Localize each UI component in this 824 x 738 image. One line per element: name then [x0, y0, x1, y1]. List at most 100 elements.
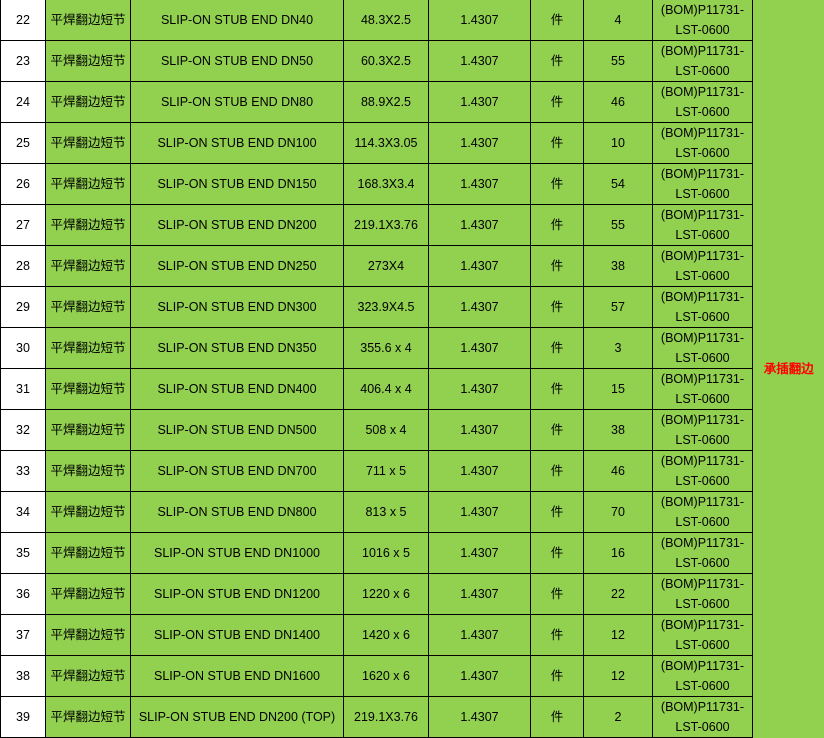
item-name-cell[interactable]: 平焊翻边短节 [46, 697, 131, 738]
material-cell[interactable]: 1.4307 [429, 615, 531, 656]
bom-reference-cell[interactable]: (BOM)P11731-LST-0600 [653, 246, 753, 287]
quantity-cell[interactable]: 3 [584, 328, 653, 369]
row-number-cell[interactable]: 22 [1, 0, 46, 41]
bom-reference-cell[interactable]: (BOM)P11731-LST-0600 [653, 615, 753, 656]
item-name-cell[interactable]: 平焊翻边短节 [46, 123, 131, 164]
material-cell[interactable]: 1.4307 [429, 82, 531, 123]
quantity-cell[interactable]: 70 [584, 492, 653, 533]
quantity-cell[interactable]: 46 [584, 451, 653, 492]
quantity-cell[interactable]: 46 [584, 82, 653, 123]
remark-cell[interactable]: 承插翻边 [753, 0, 824, 738]
item-name-cell[interactable]: 平焊翻边短节 [46, 656, 131, 697]
size-cell[interactable]: 219.1X3.76 [344, 697, 429, 738]
item-name-cell[interactable]: 平焊翻边短节 [46, 533, 131, 574]
material-cell[interactable]: 1.4307 [429, 164, 531, 205]
bom-reference-cell[interactable]: (BOM)P11731-LST-0600 [653, 451, 753, 492]
item-name-cell[interactable]: 平焊翻边短节 [46, 451, 131, 492]
size-cell[interactable]: 1016 x 5 [344, 533, 429, 574]
size-cell[interactable]: 60.3X2.5 [344, 41, 429, 82]
size-cell[interactable]: 1620 x 6 [344, 656, 429, 697]
size-cell[interactable]: 48.3X2.5 [344, 0, 429, 41]
size-cell[interactable]: 406.4 x 4 [344, 369, 429, 410]
description-cell[interactable]: SLIP-ON STUB END DN1400 [131, 615, 344, 656]
description-cell[interactable]: SLIP-ON STUB END DN800 [131, 492, 344, 533]
bom-reference-cell[interactable]: (BOM)P11731-LST-0600 [653, 164, 753, 205]
quantity-cell[interactable]: 38 [584, 410, 653, 451]
unit-cell[interactable]: 件 [531, 82, 584, 123]
quantity-cell[interactable]: 4 [584, 0, 653, 41]
quantity-cell[interactable]: 55 [584, 41, 653, 82]
size-cell[interactable]: 1220 x 6 [344, 574, 429, 615]
description-cell[interactable]: SLIP-ON STUB END DN350 [131, 328, 344, 369]
material-cell[interactable]: 1.4307 [429, 697, 531, 738]
quantity-cell[interactable]: 2 [584, 697, 653, 738]
bom-reference-cell[interactable]: (BOM)P11731-LST-0600 [653, 574, 753, 615]
description-cell[interactable]: SLIP-ON STUB END DN80 [131, 82, 344, 123]
unit-cell[interactable]: 件 [531, 410, 584, 451]
description-cell[interactable]: SLIP-ON STUB END DN1200 [131, 574, 344, 615]
item-name-cell[interactable]: 平焊翻边短节 [46, 246, 131, 287]
item-name-cell[interactable]: 平焊翻边短节 [46, 205, 131, 246]
bom-reference-cell[interactable]: (BOM)P11731-LST-0600 [653, 492, 753, 533]
bom-reference-cell[interactable]: (BOM)P11731-LST-0600 [653, 287, 753, 328]
description-cell[interactable]: SLIP-ON STUB END DN400 [131, 369, 344, 410]
material-cell[interactable]: 1.4307 [429, 328, 531, 369]
quantity-cell[interactable]: 16 [584, 533, 653, 574]
size-cell[interactable]: 273X4 [344, 246, 429, 287]
unit-cell[interactable]: 件 [531, 164, 584, 205]
material-cell[interactable]: 1.4307 [429, 451, 531, 492]
size-cell[interactable]: 711 x 5 [344, 451, 429, 492]
item-name-cell[interactable]: 平焊翻边短节 [46, 492, 131, 533]
row-number-cell[interactable]: 35 [1, 533, 46, 574]
item-name-cell[interactable]: 平焊翻边短节 [46, 328, 131, 369]
material-cell[interactable]: 1.4307 [429, 369, 531, 410]
bom-reference-cell[interactable]: (BOM)P11731-LST-0600 [653, 41, 753, 82]
row-number-cell[interactable]: 32 [1, 410, 46, 451]
description-cell[interactable]: SLIP-ON STUB END DN700 [131, 451, 344, 492]
row-number-cell[interactable]: 38 [1, 656, 46, 697]
description-cell[interactable]: SLIP-ON STUB END DN1600 [131, 656, 344, 697]
bom-reference-cell[interactable]: (BOM)P11731-LST-0600 [653, 410, 753, 451]
bom-reference-cell[interactable]: (BOM)P11731-LST-0600 [653, 328, 753, 369]
material-cell[interactable]: 1.4307 [429, 574, 531, 615]
row-number-cell[interactable]: 27 [1, 205, 46, 246]
description-cell[interactable]: SLIP-ON STUB END DN150 [131, 164, 344, 205]
description-cell[interactable]: SLIP-ON STUB END DN200 (TOP) [131, 697, 344, 738]
quantity-cell[interactable]: 55 [584, 205, 653, 246]
unit-cell[interactable]: 件 [531, 615, 584, 656]
material-cell[interactable]: 1.4307 [429, 492, 531, 533]
material-cell[interactable]: 1.4307 [429, 246, 531, 287]
unit-cell[interactable]: 件 [531, 328, 584, 369]
item-name-cell[interactable]: 平焊翻边短节 [46, 287, 131, 328]
size-cell[interactable]: 168.3X3.4 [344, 164, 429, 205]
item-name-cell[interactable]: 平焊翻边短节 [46, 369, 131, 410]
bom-reference-cell[interactable]: (BOM)P11731-LST-0600 [653, 205, 753, 246]
unit-cell[interactable]: 件 [531, 205, 584, 246]
size-cell[interactable]: 323.9X4.5 [344, 287, 429, 328]
material-cell[interactable]: 1.4307 [429, 287, 531, 328]
unit-cell[interactable]: 件 [531, 369, 584, 410]
unit-cell[interactable]: 件 [531, 246, 584, 287]
description-cell[interactable]: SLIP-ON STUB END DN200 [131, 205, 344, 246]
material-cell[interactable]: 1.4307 [429, 123, 531, 164]
size-cell[interactable]: 114.3X3.05 [344, 123, 429, 164]
quantity-cell[interactable]: 12 [584, 615, 653, 656]
description-cell[interactable]: SLIP-ON STUB END DN40 [131, 0, 344, 41]
size-cell[interactable]: 219.1X3.76 [344, 205, 429, 246]
unit-cell[interactable]: 件 [531, 492, 584, 533]
unit-cell[interactable]: 件 [531, 533, 584, 574]
material-cell[interactable]: 1.4307 [429, 205, 531, 246]
row-number-cell[interactable]: 31 [1, 369, 46, 410]
quantity-cell[interactable]: 38 [584, 246, 653, 287]
unit-cell[interactable]: 件 [531, 574, 584, 615]
quantity-cell[interactable]: 57 [584, 287, 653, 328]
item-name-cell[interactable]: 平焊翻边短节 [46, 0, 131, 41]
item-name-cell[interactable]: 平焊翻边短节 [46, 410, 131, 451]
size-cell[interactable]: 813 x 5 [344, 492, 429, 533]
unit-cell[interactable]: 件 [531, 0, 584, 41]
quantity-cell[interactable]: 54 [584, 164, 653, 205]
size-cell[interactable]: 355.6 x 4 [344, 328, 429, 369]
unit-cell[interactable]: 件 [531, 287, 584, 328]
description-cell[interactable]: SLIP-ON STUB END DN50 [131, 41, 344, 82]
unit-cell[interactable]: 件 [531, 697, 584, 738]
